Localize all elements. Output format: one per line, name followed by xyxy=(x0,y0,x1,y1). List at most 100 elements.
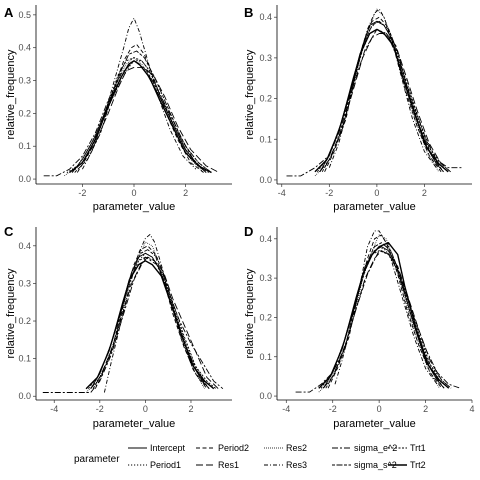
y-tick-label: 0.4 xyxy=(18,43,31,53)
x-tick-label: -4 xyxy=(278,188,286,198)
x-tick-label: -2 xyxy=(329,404,337,414)
legend-label: Res2 xyxy=(286,443,307,453)
series-line-trt1 xyxy=(317,28,451,173)
x-tick-label: -4 xyxy=(282,404,290,414)
x-tick-label: -4 xyxy=(50,404,58,414)
series-line-period2 xyxy=(76,43,204,173)
x-axis-title: parameter_value xyxy=(93,201,176,213)
legend-label: Trt1 xyxy=(410,443,426,453)
series-line-trt2 xyxy=(318,242,450,389)
y-tick-label: 0.4 xyxy=(259,234,272,244)
y-tick-label: 0.1 xyxy=(18,354,31,364)
y-tick-label: 0.0 xyxy=(18,391,31,401)
x-tick-label: 2 xyxy=(422,188,427,198)
y-axis-title: relative_frequency xyxy=(244,49,256,139)
series-line-sigma-e-2 xyxy=(43,60,212,177)
series-line-res3 xyxy=(328,8,437,168)
legend-label: sigma_e^2 xyxy=(354,443,397,453)
series-lines xyxy=(42,234,224,393)
series-line-period2 xyxy=(94,245,208,389)
y-tick-label: 0.3 xyxy=(18,76,31,86)
series-line-sigma-e-2 xyxy=(295,250,461,393)
legend-item: Intercept xyxy=(128,443,186,453)
series-line-sigma-e-2 xyxy=(42,256,224,393)
y-axis-title: relative_frequency xyxy=(244,268,256,358)
legend-label: Trt2 xyxy=(410,460,426,470)
series-lines xyxy=(286,8,463,177)
y-tick-label: 0.5 xyxy=(18,10,31,20)
legend-item: Trt2 xyxy=(388,460,426,470)
panel-tag: A xyxy=(4,5,14,20)
y-tick-label: 0.3 xyxy=(18,278,31,288)
series-line-res1 xyxy=(69,66,220,173)
legend-label: Period1 xyxy=(150,460,181,470)
y-tick-label: 0.2 xyxy=(259,94,272,104)
series-line-period1 xyxy=(318,246,450,389)
legend-item: Res2 xyxy=(264,443,307,453)
series-line-intercept xyxy=(323,246,445,389)
x-tick-label: 0 xyxy=(143,404,148,414)
panel-tag: C xyxy=(4,224,14,239)
series-line-res2 xyxy=(318,234,440,393)
legend: parameter Intercept Period1 Period2 Res1 Res2… xyxy=(74,443,426,470)
legend-label: sigma_s^2 xyxy=(354,460,397,470)
series-line-res3 xyxy=(334,230,438,385)
y-tick-label: 0.0 xyxy=(18,174,31,184)
series-line-sigma-s-2 xyxy=(92,249,210,389)
series-line-trt2 xyxy=(85,260,215,390)
legend-item: Res1 xyxy=(196,460,239,470)
series-line-sigma-s-2 xyxy=(74,50,207,173)
series-line-trt1 xyxy=(88,256,217,390)
panel-A: A -2 0 2 0.0 0.1 0.2 0.3 0.4 0.5 parameter_value re… xyxy=(4,5,232,213)
panel-tag: D xyxy=(244,224,253,239)
x-tick-label: 0 xyxy=(377,404,382,414)
series-line-intercept xyxy=(71,60,207,173)
y-axis-title: relative_frequency xyxy=(5,49,17,139)
y-tick-label: 0.0 xyxy=(259,391,272,401)
legend-label: Res1 xyxy=(218,460,239,470)
legend-item: Period2 xyxy=(196,443,249,453)
series-line-res1 xyxy=(319,33,451,173)
y-axis-title: relative_frequency xyxy=(5,268,17,358)
series-line-sigma-s-2 xyxy=(325,242,445,389)
series-line-intercept xyxy=(90,252,210,390)
series-line-period2 xyxy=(324,16,442,173)
x-tick-label: -2 xyxy=(78,188,86,198)
panel-tag: B xyxy=(244,5,253,20)
x-tick-label: 2 xyxy=(423,404,428,414)
series-lines xyxy=(295,230,461,393)
y-tick-label: 0.2 xyxy=(18,108,31,118)
legend-label: Res3 xyxy=(286,460,307,470)
series-line-sigma-s-2 xyxy=(321,20,444,173)
x-tick-label: 4 xyxy=(469,404,474,414)
y-tick-label: 0.4 xyxy=(18,241,31,251)
series-line-trt2 xyxy=(314,28,449,173)
series-line-res3 xyxy=(82,17,197,170)
legend-item: sigma_e^2 xyxy=(332,443,397,453)
panel-B: B -4 -2 0 2 0.0 0.1 0.2 0.3 0.4 parameter_value rel… xyxy=(244,5,472,213)
panel-C: C -4 -2 0 2 0.0 0.1 0.2 0.3 0.4 parameter_value rel… xyxy=(4,224,232,430)
x-tick-label: -2 xyxy=(325,188,333,198)
x-tick-label: 2 xyxy=(188,404,193,414)
legend-label: Intercept xyxy=(150,443,186,453)
y-tick-label: 0.2 xyxy=(259,312,272,322)
legend-item: Trt1 xyxy=(388,443,426,453)
x-axis-title: parameter_value xyxy=(93,418,176,430)
series-line-period2 xyxy=(327,234,443,389)
series-line-res2 xyxy=(314,8,440,177)
x-tick-label: 0 xyxy=(131,188,136,198)
x-tick-label: 2 xyxy=(183,188,188,198)
y-tick-label: 0.4 xyxy=(259,12,272,22)
series-line-trt1 xyxy=(320,250,452,389)
series-line-intercept xyxy=(319,20,444,173)
y-tick-label: 0.3 xyxy=(259,53,272,63)
legend-item: sigma_s^2 xyxy=(332,460,397,470)
y-tick-label: 0.1 xyxy=(259,134,272,144)
legend-label: Period2 xyxy=(218,443,249,453)
legend-title: parameter xyxy=(74,454,120,465)
y-tick-label: 0.2 xyxy=(18,316,31,326)
y-tick-label: 0.1 xyxy=(18,141,31,151)
x-axis-title: parameter_value xyxy=(333,201,416,213)
series-lines xyxy=(43,17,220,177)
